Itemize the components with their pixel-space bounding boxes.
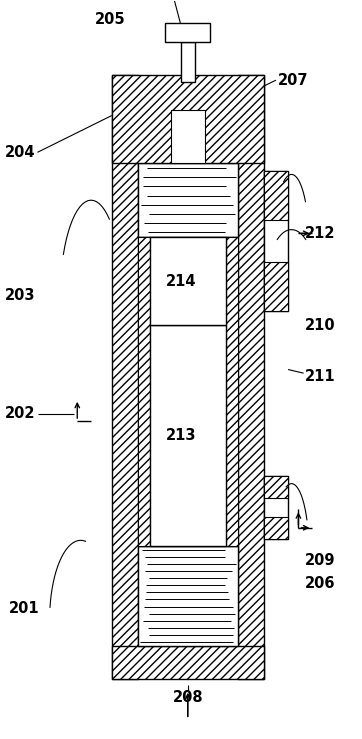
Bar (138, 237, 150, 546)
Bar (138, 163, 238, 237)
Bar (112, 75, 264, 163)
Text: 213: 213 (166, 429, 196, 443)
Bar (112, 75, 138, 678)
Bar (150, 325, 226, 546)
Bar (264, 517, 288, 539)
Bar (264, 171, 288, 219)
Bar (264, 476, 288, 539)
Bar (165, 24, 210, 42)
Text: 209: 209 (305, 554, 336, 568)
Text: 212: 212 (305, 226, 336, 241)
Bar (150, 237, 226, 325)
Bar (264, 476, 288, 498)
Text: 205: 205 (95, 13, 126, 27)
Text: 208: 208 (173, 689, 203, 704)
Bar (226, 237, 238, 546)
Text: 210: 210 (305, 318, 336, 333)
Bar (112, 646, 264, 678)
Text: 211: 211 (305, 370, 336, 384)
Bar (264, 171, 288, 310)
Text: 206: 206 (305, 576, 336, 590)
Bar (264, 262, 288, 310)
Text: 207: 207 (278, 72, 308, 88)
Bar (171, 110, 205, 163)
Text: 203: 203 (5, 288, 36, 304)
Text: 204: 204 (5, 145, 36, 160)
Text: 214: 214 (166, 273, 196, 289)
Bar (138, 546, 238, 646)
Bar (238, 75, 264, 678)
Bar (181, 42, 195, 82)
Text: 201: 201 (9, 602, 39, 616)
Text: 202: 202 (5, 406, 36, 421)
